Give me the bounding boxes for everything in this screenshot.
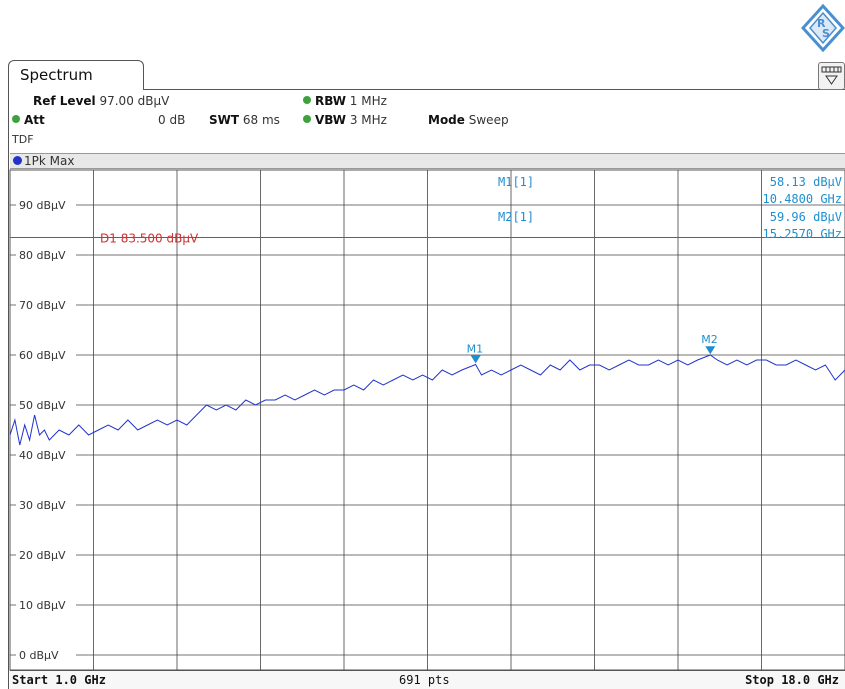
trace-label[interactable]: 1Pk Max	[13, 154, 74, 168]
trace-1-line	[9, 354, 845, 446]
vbw-setting[interactable]: VBW 3 MHz	[303, 113, 387, 127]
y-tick-label: 20 dBµV	[19, 549, 66, 562]
swt-label: SWT	[209, 113, 240, 127]
rbw-setting[interactable]: RBW 1 MHz	[303, 94, 387, 108]
ref-level[interactable]: Ref Level 97.00 dBµV	[33, 94, 169, 108]
display-line-label: D1 83.500 dBµV	[100, 232, 199, 246]
tdf-label: TDF	[12, 133, 34, 146]
y-tick-label-bg	[16, 298, 76, 311]
y-tick-label: 90 dBµV	[19, 199, 66, 212]
y-tick-label-bg	[16, 498, 76, 511]
y-tick-label-bg	[16, 648, 76, 661]
y-tick-label: 0 dBµV	[19, 649, 59, 662]
y-tick-label: 30 dBµV	[19, 499, 66, 512]
y-tick-label: 40 dBµV	[19, 449, 66, 462]
y-axis-ticks: 0 dBµV 10 dBµV 20 dBµV 30 dBµV 40 dBµV 50 dBµ…	[16, 198, 76, 662]
y-tick-label-bg	[16, 548, 76, 561]
markers: M1 M2	[467, 333, 718, 364]
svg-text:R: R	[817, 17, 826, 30]
trace-bar: 1Pk Max	[10, 153, 845, 169]
vbw-value: 3 MHz	[349, 113, 387, 127]
y-tick-label-bg	[16, 448, 76, 461]
marker-m2-triangle	[705, 346, 716, 355]
marker-m1-tag: M1	[467, 342, 484, 355]
y-tick-label: 70 dBµV	[19, 299, 66, 312]
mode-label: Mode	[428, 113, 465, 127]
y-tick-label: 10 dBµV	[19, 599, 66, 612]
rbw-value: 1 MHz	[349, 94, 387, 108]
rbw-label: RBW	[315, 94, 346, 108]
y-tick-label-bg	[16, 598, 76, 611]
marker-m2-name: M2[1]	[498, 210, 534, 224]
ref-level-value: 97.00 dBµV	[99, 94, 170, 108]
y-tick-label-bg	[16, 348, 76, 361]
marker-m1-name: M1[1]	[498, 175, 534, 189]
marker-m2-level: 59.96 dBµV	[770, 210, 842, 224]
frequency-footer: Start 1.0 GHz 691 pts Stop 18.0 GHz	[10, 670, 845, 689]
start-frequency[interactable]: Start 1.0 GHz	[12, 673, 106, 687]
marker-m1-triangle	[470, 355, 481, 364]
y-tick-label: 80 dBµV	[19, 249, 66, 262]
swt-value: 68 ms	[242, 113, 280, 127]
att-value: 0 dB	[158, 113, 186, 127]
y-tick-label: 50 dBµV	[19, 399, 66, 412]
y-tick-label-bg	[16, 398, 76, 411]
rohde-schwarz-logo: R S	[801, 4, 845, 53]
att-label: Att	[24, 113, 45, 127]
att-indicator-icon	[12, 115, 20, 123]
rbw-indicator-icon	[303, 96, 311, 104]
tab-spectrum[interactable]: Spectrum	[8, 60, 144, 90]
marker-m1-freq: 10.4800 GHz	[763, 192, 842, 206]
mode-value: Sweep	[468, 113, 509, 127]
vbw-indicator-icon	[303, 115, 311, 123]
swt-setting[interactable]: SWT 68 ms	[209, 113, 280, 127]
trace-label-text: 1Pk Max	[24, 154, 75, 168]
frame-left-border	[8, 89, 9, 689]
vbw-label: VBW	[315, 113, 347, 127]
stop-frequency[interactable]: Stop 18.0 GHz	[745, 673, 839, 687]
frame-top-border	[143, 89, 845, 90]
y-tick-label: 60 dBµV	[19, 349, 66, 362]
marker-m2-tag: M2	[701, 333, 718, 346]
marker-m1-level: 58.13 dBµV	[770, 175, 842, 189]
att-setting[interactable]: Att	[12, 113, 45, 127]
y-tick-label-bg	[16, 248, 76, 261]
y-tick-label-bg	[16, 198, 76, 211]
ref-level-label: Ref Level	[33, 94, 96, 108]
tab-label: Spectrum	[20, 66, 93, 84]
sweep-points: 691 pts	[399, 673, 450, 687]
svg-text:S: S	[822, 27, 830, 40]
marker-m2-freq: 15.2570 GHz	[763, 227, 842, 241]
mode-setting[interactable]: Mode Sweep	[428, 113, 509, 127]
trace-color-icon	[13, 156, 22, 165]
